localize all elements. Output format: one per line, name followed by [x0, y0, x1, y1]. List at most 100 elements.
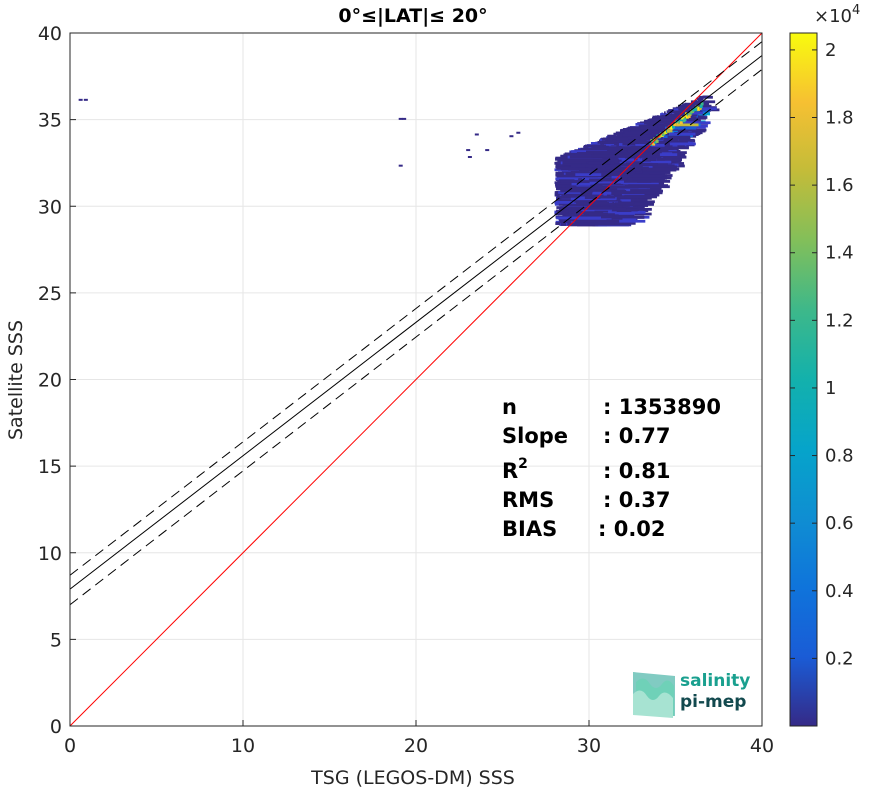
heatmap-cell — [607, 146, 645, 149]
heatmap-cell — [635, 170, 643, 174]
heatmap-cell — [565, 193, 597, 196]
heatmap-cell — [699, 104, 703, 108]
heatmap-cell — [695, 105, 699, 109]
heatmap-cell — [591, 185, 639, 189]
heatmap-cell — [614, 184, 624, 187]
heatmap-cell — [624, 194, 656, 198]
stat-value-bias: : 0.02 — [598, 517, 666, 541]
heatmap-cell — [694, 107, 698, 111]
heatmap-cell — [669, 129, 673, 133]
heatmap-cell — [566, 194, 579, 198]
heatmap-cell — [593, 147, 625, 150]
heatmap-cell — [558, 191, 581, 194]
salinity-pi-mep-logo: salinity pi-mep — [633, 671, 750, 718]
heatmap-cell — [554, 201, 586, 204]
colorbar-tick-label: 1.8 — [825, 108, 854, 129]
heatmap-cell — [620, 200, 655, 204]
heatmap-cell — [673, 108, 681, 112]
y-tick-label: 5 — [50, 629, 62, 651]
heatmap-cell — [641, 148, 654, 152]
heatmap-cell — [612, 139, 620, 143]
heatmap-cell — [562, 162, 592, 166]
heatmap-cell — [560, 189, 594, 193]
heatmap-cell — [669, 144, 673, 148]
heatmap-cell — [619, 201, 635, 205]
heatmap-cell — [630, 189, 662, 192]
heatmap-cell — [607, 180, 652, 183]
heatmap-cell — [690, 100, 716, 104]
stat-label-r-sup: 2 — [518, 456, 528, 472]
colorbar-tick-label: 0.4 — [825, 581, 854, 602]
heatmap-cell — [672, 110, 691, 114]
heatmap-cell — [584, 196, 601, 199]
heatmap-cell — [678, 121, 682, 125]
heatmap-cell — [685, 115, 689, 119]
heatmap-cell — [627, 126, 632, 130]
heatmap-cell — [617, 188, 640, 192]
heatmap-cell — [628, 177, 630, 181]
heatmap-cell — [610, 191, 656, 195]
heatmap-cell — [624, 131, 650, 135]
heatmap-cell — [694, 107, 717, 111]
heatmap-cell — [684, 121, 711, 125]
y-tick-label: 20 — [38, 370, 62, 392]
heatmap-cell — [608, 210, 617, 214]
heatmap-cell — [601, 137, 613, 141]
logo-text-pi-mep: pi-mep — [680, 692, 746, 712]
heatmap-cell — [600, 141, 603, 144]
heatmap-cell — [621, 158, 657, 162]
heatmap-cell — [695, 99, 698, 103]
heatmap-cell — [588, 212, 615, 216]
heatmap-cell — [667, 135, 691, 139]
heatmap-cell — [616, 137, 629, 141]
colorbar-gradient — [790, 33, 817, 726]
heatmap-cell — [560, 180, 590, 183]
y-tick-label: 35 — [38, 110, 62, 132]
heatmap-cell — [570, 170, 582, 174]
heatmap-cell — [666, 129, 670, 133]
colorbar-tick-label: 1.2 — [825, 310, 854, 331]
heatmap-cell — [598, 219, 646, 223]
heatmap-cell — [641, 160, 672, 164]
heatmap-cell — [557, 158, 594, 162]
heatmap-cell — [474, 133, 479, 136]
heatmap-cell — [559, 193, 562, 197]
colorbar-tick-label: 0.2 — [825, 648, 854, 669]
heatmap-cell — [628, 128, 631, 132]
y-tick-label: 10 — [38, 543, 62, 565]
stat-label-rms: RMS — [502, 488, 554, 512]
heatmap-cell — [614, 142, 635, 146]
y-tick-label: 25 — [38, 283, 62, 305]
heatmap-cell — [592, 144, 607, 148]
heatmap-cell — [398, 117, 403, 120]
heatmap-cell — [673, 123, 677, 127]
heatmap-cell — [686, 113, 690, 117]
heatmap-cell — [637, 171, 671, 174]
heatmap-cell — [684, 114, 688, 118]
colorbar-exponent-base: ×10 — [814, 6, 852, 27]
heatmap-cell — [568, 211, 604, 214]
stat-label-r: R — [502, 459, 518, 483]
heatmap-cell — [586, 150, 626, 154]
heatmap-cell — [563, 172, 566, 176]
heatmap-cell — [662, 132, 666, 136]
heatmap-cell — [646, 123, 649, 126]
heatmap-cell — [699, 95, 713, 99]
heatmap-cell — [688, 113, 692, 117]
heatmap-cell — [698, 106, 702, 110]
heatmap-cell — [639, 137, 650, 141]
heatmap-cell — [681, 116, 685, 120]
heatmap-cell — [655, 139, 659, 143]
heatmap-cell — [560, 161, 563, 165]
heatmap-cell — [659, 153, 678, 156]
heatmap-cell — [566, 213, 582, 217]
heatmap-cell — [674, 123, 699, 127]
heatmap-cell — [627, 149, 636, 153]
heatmap-cell — [635, 123, 648, 126]
heatmap-cell — [613, 132, 621, 136]
heatmap-cell — [467, 156, 472, 159]
heatmap-cell — [555, 187, 584, 191]
heatmap-cell — [607, 138, 613, 142]
heatmap-cell — [622, 133, 647, 137]
heatmap-cell — [647, 118, 671, 122]
